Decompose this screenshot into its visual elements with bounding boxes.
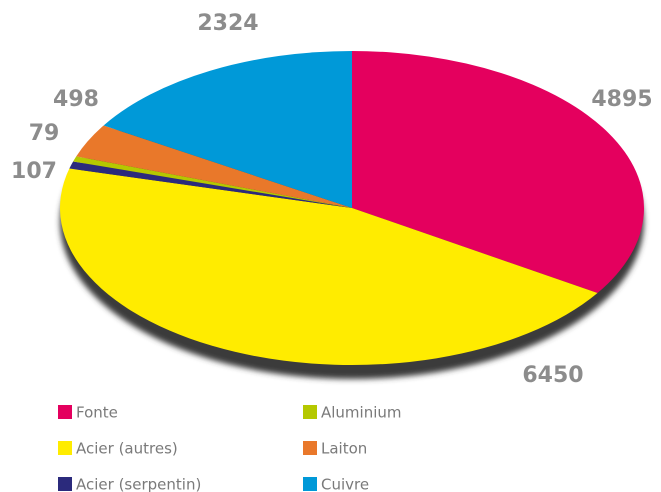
legend-label: Laiton	[321, 440, 367, 458]
pie-slice	[69, 161, 352, 208]
legend-swatch	[303, 441, 317, 455]
legend-swatch	[303, 477, 317, 491]
pie-slice	[103, 51, 352, 208]
legend-label: Cuivre	[321, 476, 369, 492]
data-label: 2324	[197, 11, 258, 36]
legend-swatch	[303, 405, 317, 419]
legend-label: Fonte	[76, 404, 118, 422]
data-label: 107	[11, 159, 57, 184]
legend-label: Aluminium	[321, 404, 402, 422]
legend-label: Acier (autres)	[76, 440, 178, 458]
pie-slice	[73, 156, 353, 208]
legend-swatch	[58, 441, 72, 455]
data-label: 498	[53, 87, 99, 112]
pie	[59, 51, 645, 366]
data-label: 79	[29, 121, 60, 146]
legend-swatch	[58, 477, 72, 491]
pie-slice	[59, 168, 598, 366]
data-label: 6450	[522, 363, 583, 388]
data-label: 4895	[591, 87, 652, 112]
pie-slice	[352, 51, 645, 293]
legend-swatch	[58, 405, 72, 419]
pie-slice	[76, 125, 352, 208]
legend-label: Acier (serpentin)	[76, 476, 201, 492]
